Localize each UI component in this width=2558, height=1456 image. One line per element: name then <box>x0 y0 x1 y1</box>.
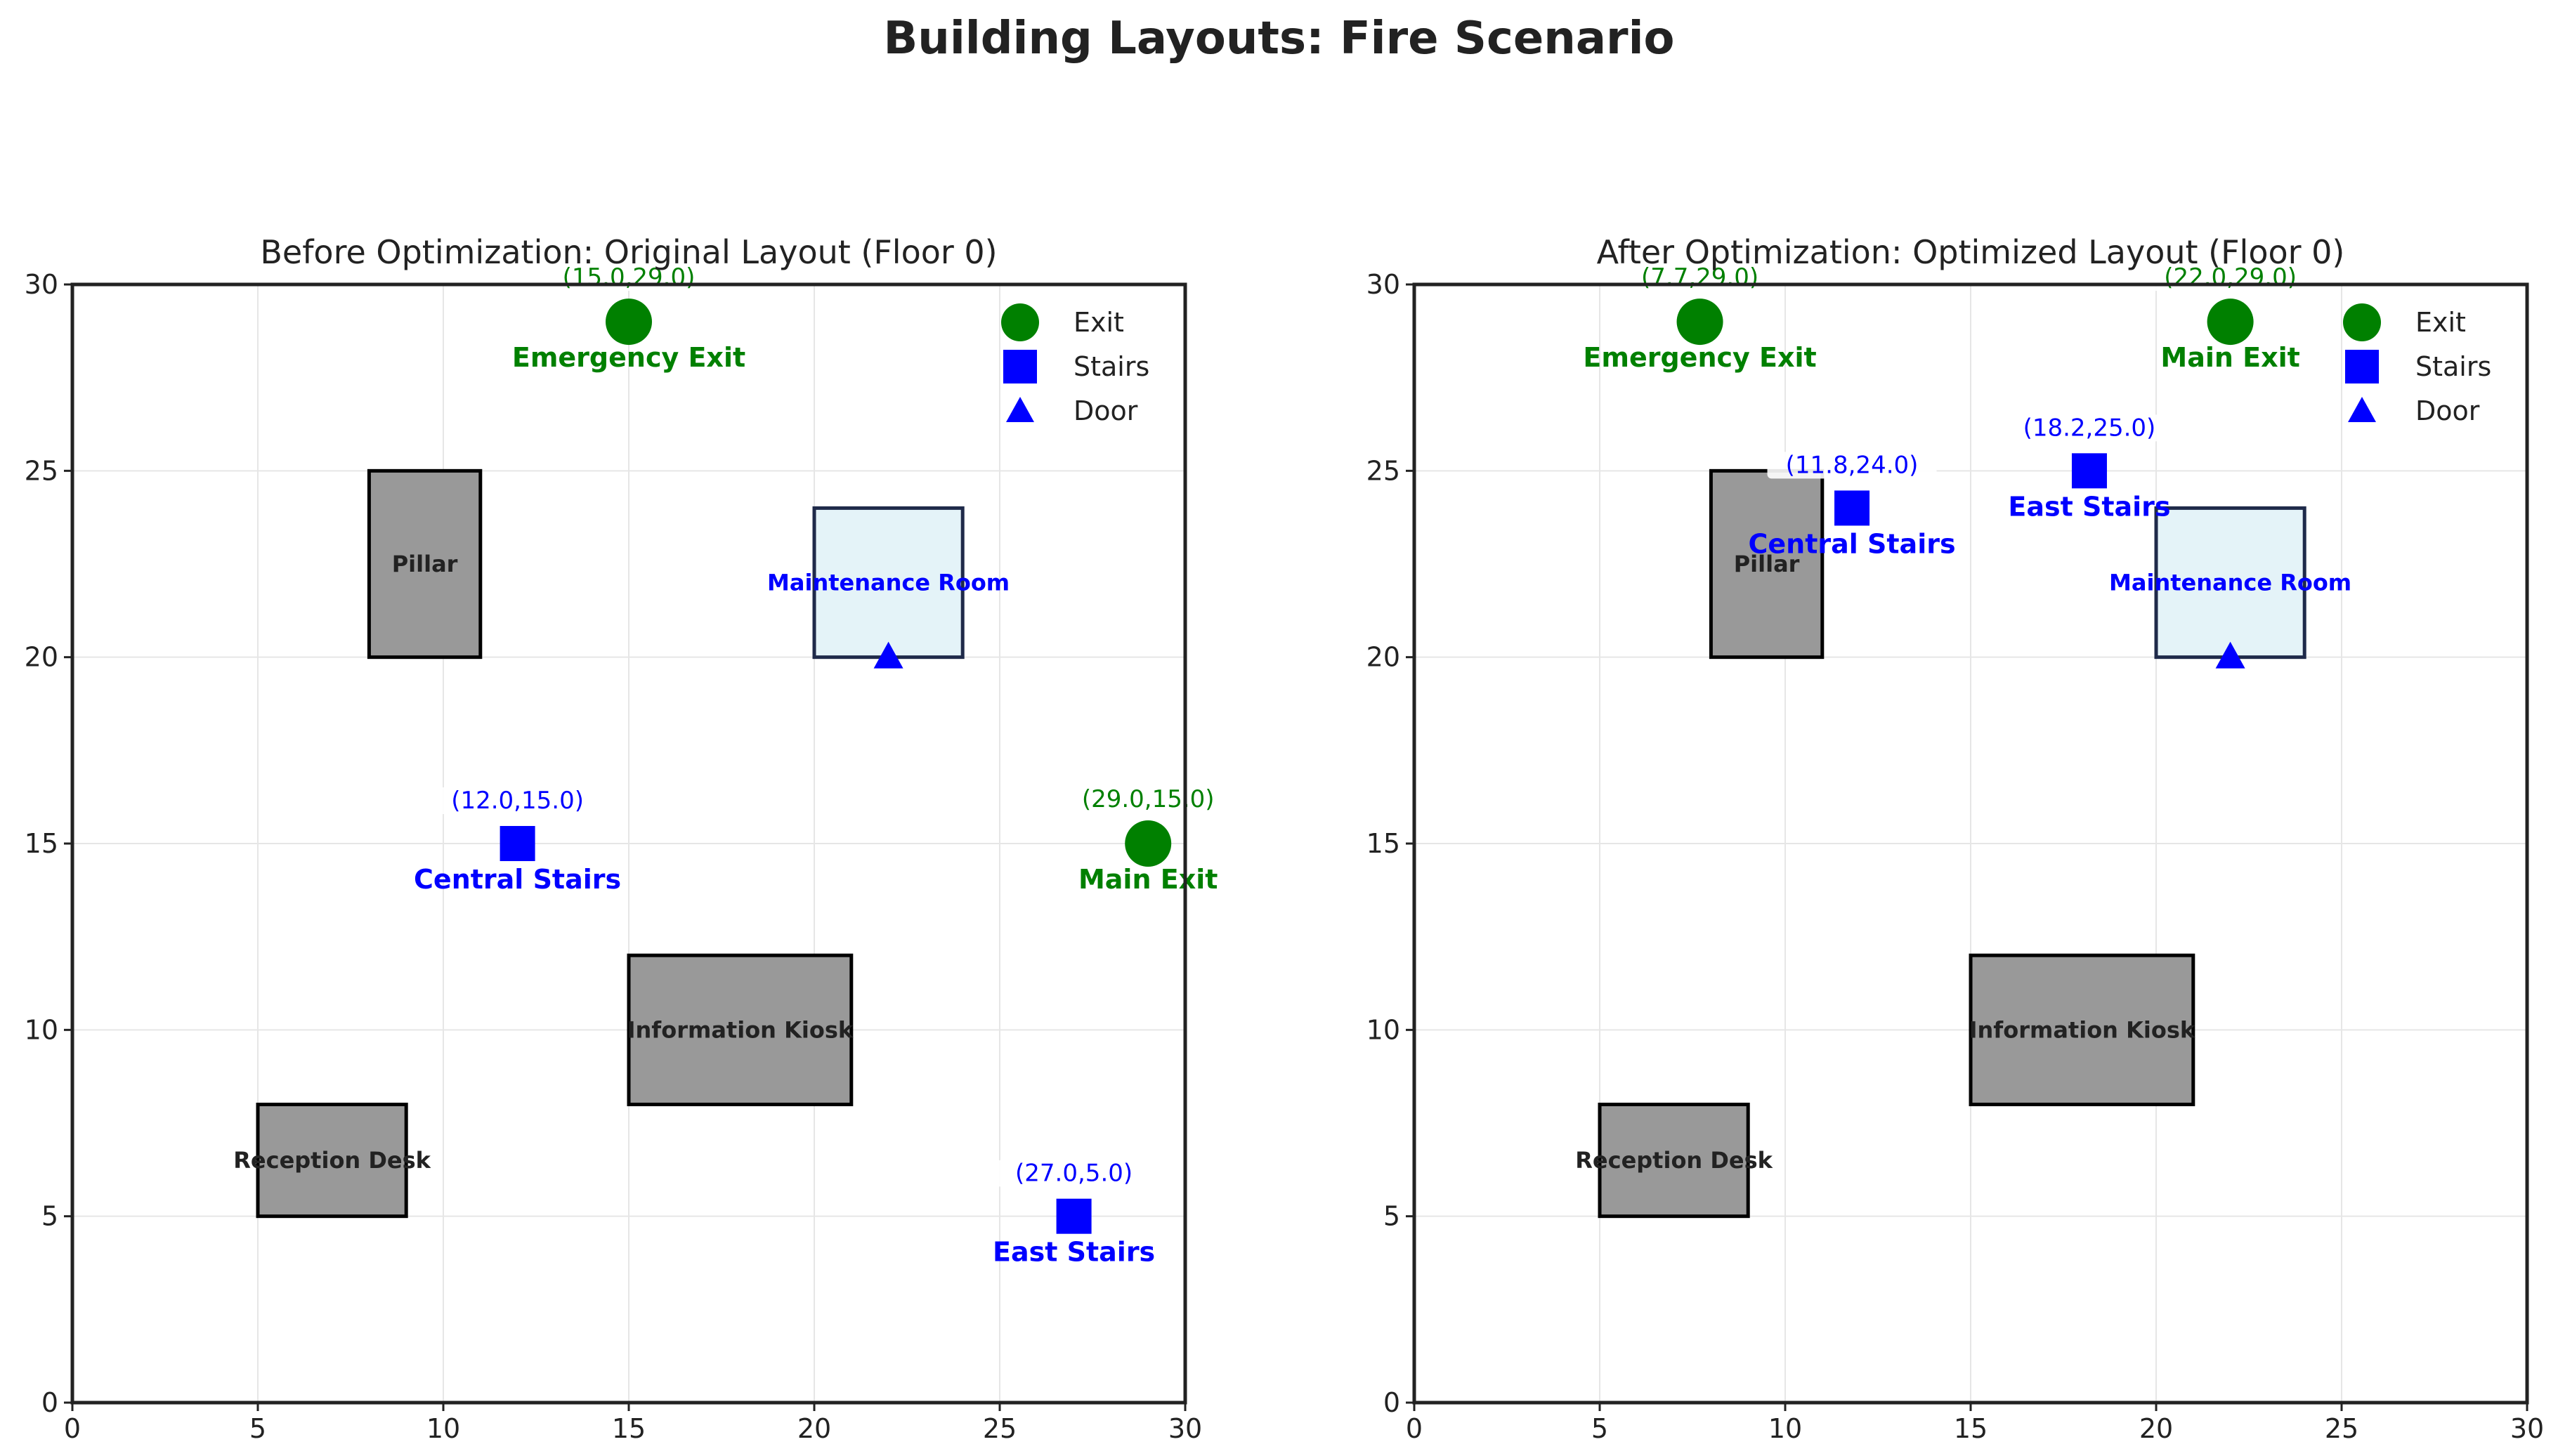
y-tick-label: 30 <box>1366 269 1400 300</box>
y-tick-label: 25 <box>25 455 58 486</box>
exit-name-label: Main Exit <box>2160 342 2299 373</box>
coord-label-bg <box>1767 452 1937 479</box>
stairs-coord-label: (12.0,15.0) <box>451 787 584 815</box>
x-tick-label: 10 <box>1768 1413 1802 1444</box>
stairs-coord-label: (18.2,25.0) <box>2023 414 2156 442</box>
coord-label-bg <box>433 787 603 814</box>
stairs-marker <box>1834 490 1870 526</box>
stairs-coord-label: (11.8,24.0) <box>1786 451 1919 479</box>
stairs-marker <box>1056 1198 1092 1234</box>
y-tick-label: 10 <box>1366 1014 1400 1045</box>
obstacle-rect <box>627 953 854 1106</box>
y-tick-label: 15 <box>25 828 58 859</box>
exit-name-label: Emergency Exit <box>512 342 745 373</box>
stairs-coord-label: (27.0,5.0) <box>1015 1160 1133 1188</box>
y-tick-label: 20 <box>25 642 58 673</box>
x-tick-label: 5 <box>249 1413 266 1444</box>
stairs-marker <box>500 826 535 861</box>
exit-name-label: Emergency Exit <box>1583 342 1816 373</box>
legend-stairs-marker <box>2345 350 2379 383</box>
exit-coord-label: (7.7,29.0) <box>1641 263 1758 291</box>
x-tick-label: 5 <box>1591 1413 1608 1444</box>
exit-coord-label: (29.0,15.0) <box>1082 785 1215 813</box>
exit-marker <box>606 299 652 346</box>
exit-marker <box>1125 820 1172 867</box>
y-tick-label: 5 <box>1383 1201 1400 1232</box>
room-label: Maintenance Room <box>767 570 1010 596</box>
legend-label-door: Door <box>1074 395 1138 426</box>
exit-marker <box>1676 299 1723 346</box>
obstacle-rect <box>256 1102 408 1219</box>
x-tick-label: 0 <box>1406 1413 1423 1444</box>
x-tick-label: 30 <box>1168 1413 1202 1444</box>
obstacle-label: Reception Desk <box>233 1147 431 1174</box>
x-tick-label: 25 <box>2325 1413 2358 1444</box>
y-tick-label: 0 <box>41 1387 58 1418</box>
obstacle-label: Information Kiosk <box>627 1016 854 1043</box>
room-label: Maintenance Room <box>2109 570 2351 596</box>
x-tick-label: 15 <box>612 1413 646 1444</box>
y-tick-label: 20 <box>1366 642 1400 673</box>
obstacle-label: Information Kiosk <box>1969 1016 2195 1043</box>
exit-marker <box>2207 299 2254 346</box>
coord-label-bg <box>996 1160 1151 1187</box>
legend-label-door: Door <box>2415 395 2480 426</box>
obstacle-rect <box>367 468 483 660</box>
legend-label-exit: Exit <box>2415 307 2466 338</box>
panel-title: After Optimization: Optimized Layout (Fl… <box>1597 233 2345 271</box>
y-tick-label: 15 <box>1366 828 1400 859</box>
legend-label-stairs: Stairs <box>2415 351 2491 382</box>
x-tick-label: 20 <box>2139 1413 2173 1444</box>
obstacle-rect <box>1709 468 1825 660</box>
x-tick-label: 25 <box>983 1413 1017 1444</box>
stairs-name-label: East Stairs <box>2008 491 2170 522</box>
obstacle-rect <box>1598 1102 1750 1219</box>
legend-label-stairs: Stairs <box>1074 351 1149 382</box>
y-tick-label: 25 <box>1366 455 1400 486</box>
legend-door-marker <box>1006 397 1034 422</box>
x-tick-label: 10 <box>426 1413 460 1444</box>
chart-panel-1: Pillar Information Kiosk Reception Desk Mai… <box>25 233 1233 1444</box>
figure-title: Building Layouts: Fire Scenario <box>883 13 1675 65</box>
obstacle-rect <box>1969 953 2195 1106</box>
door-marker <box>2215 641 2245 669</box>
chart-panel-2: Pillar Information Kiosk Reception Desk Mai… <box>1366 233 2545 1444</box>
stairs-name-label: East Stairs <box>993 1237 1155 1268</box>
stairs-name-label: Central Stairs <box>414 864 621 895</box>
obstacle-label: Pillar <box>392 551 458 577</box>
y-tick-label: 10 <box>25 1014 58 1045</box>
legend-exit-marker <box>1001 303 1039 341</box>
room-rect <box>2154 506 2306 660</box>
coord-label-bg <box>2004 414 2174 442</box>
coord-label-bg <box>1063 786 1233 813</box>
exit-coord-label: (22.0,29.0) <box>2164 263 2297 291</box>
obstacle-label: Pillar <box>1734 551 1800 577</box>
door-marker <box>873 641 903 669</box>
panel-title: Before Optimization: Original Layout (Fl… <box>260 233 997 271</box>
stairs-name-label: Central Stairs <box>1749 528 1956 559</box>
stairs-marker <box>2071 453 2107 489</box>
x-tick-label: 30 <box>2510 1413 2544 1444</box>
y-tick-label: 30 <box>25 269 58 300</box>
legend-exit-marker <box>2343 303 2381 341</box>
exit-name-label: Main Exit <box>1078 864 1218 895</box>
y-tick-label: 5 <box>41 1201 58 1232</box>
x-tick-label: 15 <box>1954 1413 1988 1444</box>
legend-stairs-marker <box>1003 350 1037 383</box>
room-rect <box>812 506 965 660</box>
y-tick-label: 0 <box>1383 1387 1400 1418</box>
obstacle-label: Reception Desk <box>1575 1147 1773 1174</box>
exit-coord-label: (15.0,29.0) <box>563 263 696 291</box>
x-tick-label: 0 <box>64 1413 81 1444</box>
legend-label-exit: Exit <box>1074 307 1124 338</box>
legend-door-marker <box>2348 397 2376 422</box>
x-tick-label: 20 <box>797 1413 831 1444</box>
